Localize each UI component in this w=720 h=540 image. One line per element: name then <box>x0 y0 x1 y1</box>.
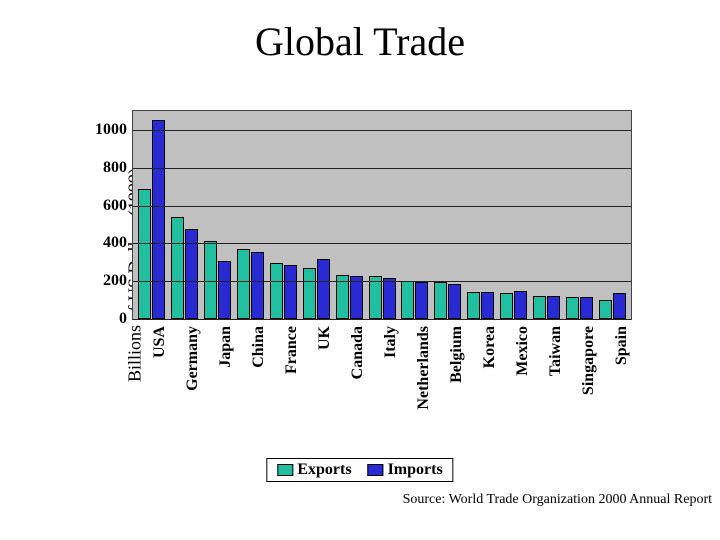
bar-pair <box>401 111 430 319</box>
x-tick-label: Italy <box>367 322 396 422</box>
bar-pair <box>499 111 528 319</box>
x-tick-label: Korea <box>467 322 496 422</box>
bar-exports <box>599 300 612 319</box>
bar-exports <box>237 249 250 319</box>
x-tick-label: USA <box>136 322 165 422</box>
bar-exports <box>204 241 217 319</box>
bar-exports <box>401 281 414 319</box>
bar-imports <box>514 291 527 319</box>
legend-label-exports: Exports <box>297 461 351 479</box>
bar-exports <box>171 217 184 319</box>
x-tick-label: Japan <box>202 322 231 422</box>
legend-label-imports: Imports <box>388 461 443 479</box>
x-tick-label: France <box>268 322 297 422</box>
x-tick-label: Canada <box>334 322 363 422</box>
bar-pair <box>170 111 199 319</box>
bar-pair <box>203 111 232 319</box>
bar-pair <box>466 111 495 319</box>
bar-exports <box>270 263 283 319</box>
bar-exports <box>434 282 447 319</box>
bar-imports <box>317 259 330 320</box>
bar-pair <box>269 111 298 319</box>
y-tick-label: 1000 <box>95 121 127 139</box>
bar-pair <box>302 111 331 319</box>
bar-pair <box>335 111 364 319</box>
bar-imports <box>613 293 626 319</box>
bar-imports <box>547 296 560 319</box>
chart-title: Global Trade <box>0 0 720 73</box>
x-tick-label: Mexico <box>500 322 529 422</box>
bar-imports <box>448 284 461 319</box>
x-tick-label: Singapore <box>566 322 595 422</box>
legend-swatch-exports <box>277 464 293 476</box>
bar-exports <box>500 293 513 319</box>
gridline <box>133 319 631 320</box>
bar-exports <box>566 297 579 319</box>
legend: Exports Imports <box>266 458 453 482</box>
bar-exports <box>467 292 480 319</box>
x-tick-label: UK <box>301 322 330 422</box>
y-tick-label: 0 <box>119 310 127 328</box>
plot-area: 02004006008001000 <box>132 110 632 320</box>
bar-pair <box>565 111 594 319</box>
bar-pair <box>236 111 265 319</box>
y-tick-label: 400 <box>103 234 127 252</box>
bar-pair <box>433 111 462 319</box>
bar-imports <box>580 297 593 319</box>
bar-imports <box>383 278 396 319</box>
bar-exports <box>533 296 546 319</box>
x-tick-label: Spain <box>599 322 628 422</box>
legend-item-imports: Imports <box>368 461 443 479</box>
x-tick-label: Netherlands <box>401 322 430 422</box>
source-attribution: Source: World Trade Organization 2000 An… <box>403 492 712 508</box>
y-tick-label: 800 <box>103 159 127 177</box>
gridline <box>133 168 631 169</box>
gridline <box>133 130 631 131</box>
x-tick-label: Germany <box>169 322 198 422</box>
bar-imports <box>415 282 428 319</box>
gridline <box>133 281 631 282</box>
bar-pair <box>598 111 627 319</box>
gridline <box>133 206 631 207</box>
x-axis-labels: USAGermanyJapanChinaFranceUKCanadaItalyN… <box>132 322 632 422</box>
gridline <box>133 243 631 244</box>
legend-swatch-imports <box>368 464 384 476</box>
bar-pair <box>137 111 166 319</box>
legend-item-exports: Exports <box>277 461 351 479</box>
chart-container: Billions of US Dollars (1999) 0200400600… <box>80 110 640 440</box>
bar-imports <box>481 292 494 319</box>
bar-exports <box>138 189 151 319</box>
x-tick-label: Taiwan <box>533 322 562 422</box>
bar-pair <box>532 111 561 319</box>
bar-imports <box>251 252 264 319</box>
bar-imports <box>218 261 231 319</box>
x-tick-label: Belgium <box>434 322 463 422</box>
bar-imports <box>284 265 297 319</box>
bar-imports <box>152 120 165 319</box>
x-tick-label: China <box>235 322 264 422</box>
y-tick-label: 600 <box>103 197 127 215</box>
bar-pair <box>368 111 397 319</box>
y-tick-label: 200 <box>103 272 127 290</box>
bar-imports <box>350 276 363 319</box>
bar-exports <box>303 268 316 319</box>
bar-group-container <box>133 111 631 319</box>
